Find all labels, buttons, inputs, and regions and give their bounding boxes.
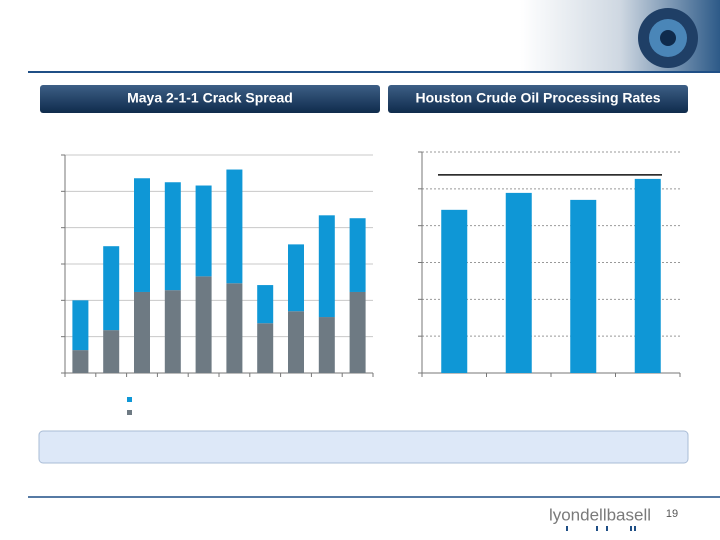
bar-segment [195, 185, 212, 277]
logo: lyondellbasell [549, 505, 651, 524]
bar-segment [103, 246, 120, 331]
panel-title: Houston Crude Oil Processing Rates [415, 90, 660, 106]
bar-segment [164, 182, 181, 291]
charts [61, 151, 681, 415]
target-icon [660, 30, 676, 46]
bar-segment [226, 283, 243, 373]
bar-segment [288, 244, 304, 312]
bar [441, 209, 468, 373]
bar-segment [72, 350, 89, 373]
bar-segment [195, 276, 212, 373]
legend-swatch [127, 397, 132, 402]
panel-banner [40, 85, 380, 113]
page-number: 19 [666, 508, 678, 520]
bar-segment [134, 291, 150, 373]
bar-segment [257, 285, 274, 324]
bar-segment [288, 311, 304, 373]
note-box [38, 430, 689, 464]
bar-segment [318, 215, 335, 318]
bar-segment [134, 178, 150, 292]
logo-marks [566, 526, 636, 531]
bar-segment [72, 300, 89, 351]
panel-banner [388, 85, 688, 113]
bar-segment [349, 291, 366, 373]
bar-segment [349, 218, 366, 292]
panel-title: Maya 2-1-1 Crack Spread [127, 90, 293, 106]
bar-segment [226, 169, 243, 284]
bar [505, 192, 532, 373]
bar-segment [257, 323, 274, 373]
bar-segment [103, 330, 120, 373]
bar-segment [318, 317, 335, 373]
bar [570, 199, 597, 373]
legend-swatch [127, 410, 132, 415]
bar [634, 178, 661, 373]
bar-segment [164, 290, 181, 373]
